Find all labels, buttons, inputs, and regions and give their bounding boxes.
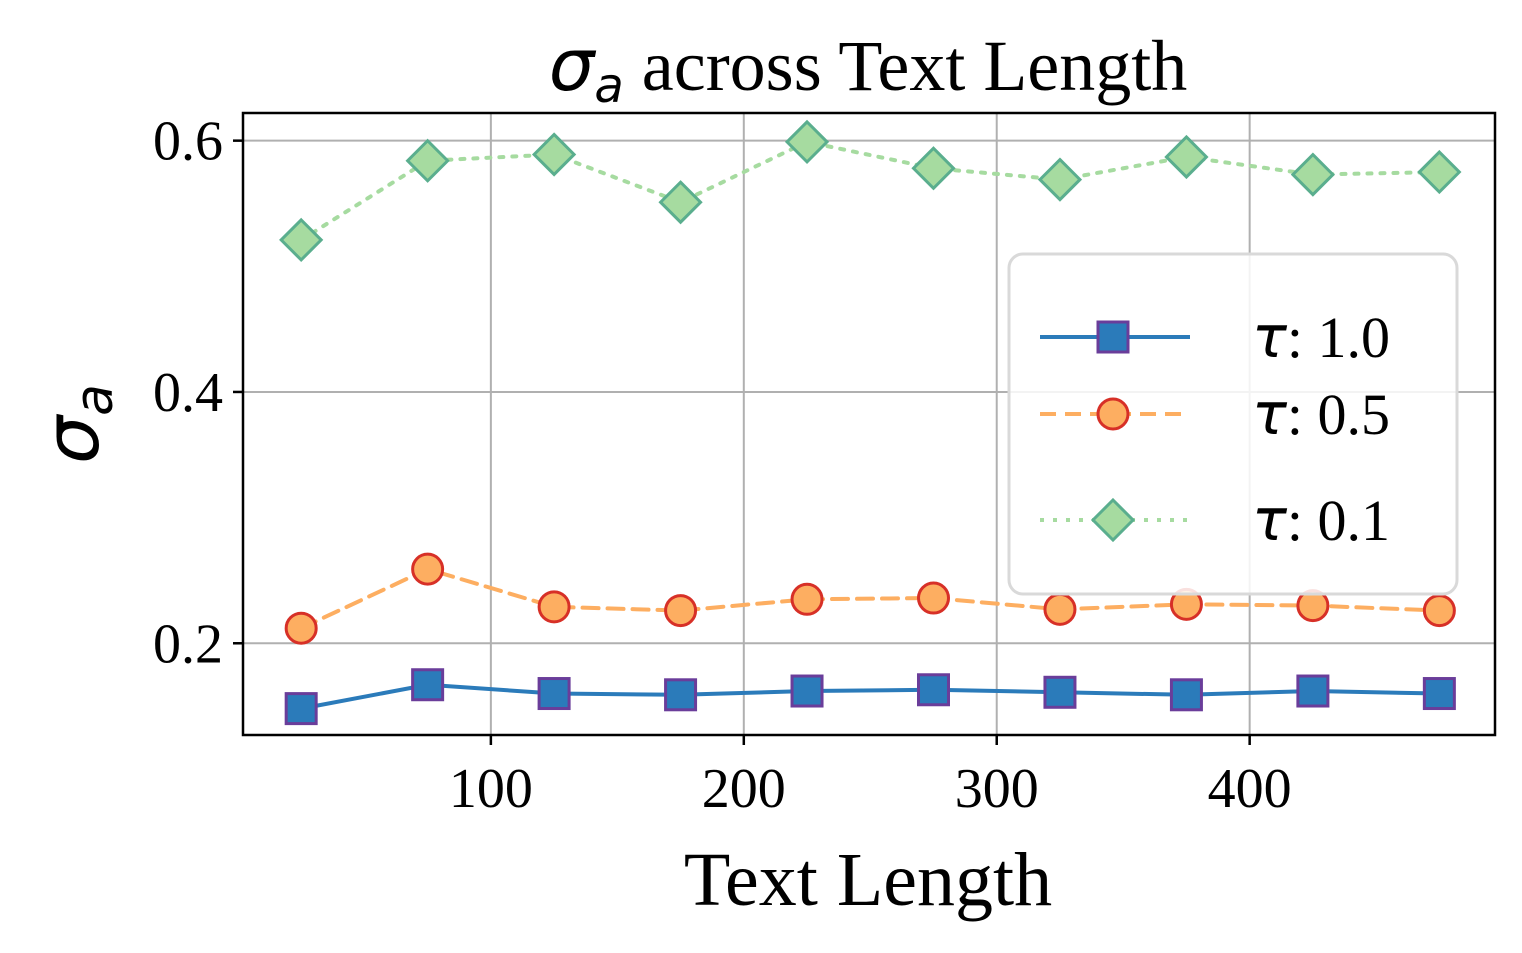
data-point [916,581,950,615]
y-tick-label: 0.6 [153,111,223,173]
series-line [299,139,1442,242]
data-point [664,678,698,712]
data-point [405,138,450,183]
y-axis-symbol: σ [27,413,116,464]
data-point [1043,592,1077,626]
series-line [299,566,1442,631]
y-axis-title: σa [27,384,125,464]
y-axis-title-group: σa [27,384,125,464]
chart-title-subscript: a [594,58,623,114]
x-tick-label: 100 [449,758,533,820]
legend-entry-1: τ: 0.5 [1040,380,1390,448]
x-tick-label: 200 [702,758,786,820]
y-tick-label: 0.2 [153,613,223,675]
data-point [279,217,324,263]
legend-symbol: τ [1252,303,1288,371]
legend: τ: 1.0τ: 0.5τ: 0.1 [1007,252,1459,596]
data-point [411,552,445,586]
series-line [299,682,1442,711]
series-1 [284,552,1456,645]
legend-symbol: τ [1252,486,1288,554]
legend-value: : 0.1 [1287,488,1390,553]
legend-marker [1090,497,1136,543]
grid [243,113,1495,735]
data-point [911,146,956,191]
y-tick-label: 0.4 [153,362,223,424]
legend-symbol: τ [1252,380,1288,448]
plot-frame [241,111,1497,737]
x-axis-ticks: 100 200 300 400 [449,735,1292,820]
legend-value: : 0.5 [1287,382,1390,447]
data-point [1043,675,1077,709]
x-tick-label: 300 [955,758,1039,820]
series-0 [284,668,1456,726]
chart-title-text: across Text Length [624,26,1187,106]
legend-entry-2: τ: 0.1 [1040,486,1390,554]
legend-value: : 1.0 [1287,305,1390,370]
legend-label: τ: 0.5 [1252,380,1390,448]
data-point [664,594,698,628]
data-point [790,674,824,708]
legend-label: τ: 1.0 [1252,303,1390,371]
x-tick-label: 400 [1208,758,1292,820]
data-point [531,132,577,177]
data-point [658,180,703,225]
data-point [537,677,571,711]
data-point [284,692,318,726]
series-2 [279,119,1462,263]
legend-label: τ: 0.1 [1252,486,1390,554]
legend-entry-0: τ: 1.0 [1040,303,1390,371]
x-axis-title: Text Length [684,838,1052,922]
data-point [784,119,830,165]
data-point [1296,674,1330,708]
series-layer [279,119,1462,726]
data-point [1417,149,1462,195]
y-axis-ticks: 0.2 0.4 0.6 [153,111,243,675]
data-point [916,673,950,707]
data-point [1422,677,1456,711]
data-point [1037,157,1083,202]
data-point [411,668,445,702]
chart-title: σa across Text Length [549,23,1188,114]
data-point [537,590,571,624]
data-point [1164,134,1209,180]
data-point [1422,594,1456,628]
legend-marker [1096,320,1130,354]
legend-marker [1096,397,1130,431]
y-axis-subscript: a [65,384,125,416]
data-point [284,611,318,645]
data-point [1169,678,1203,712]
data-point [1290,152,1336,197]
chart-title-symbol: σ [549,23,597,107]
data-point [790,582,824,616]
